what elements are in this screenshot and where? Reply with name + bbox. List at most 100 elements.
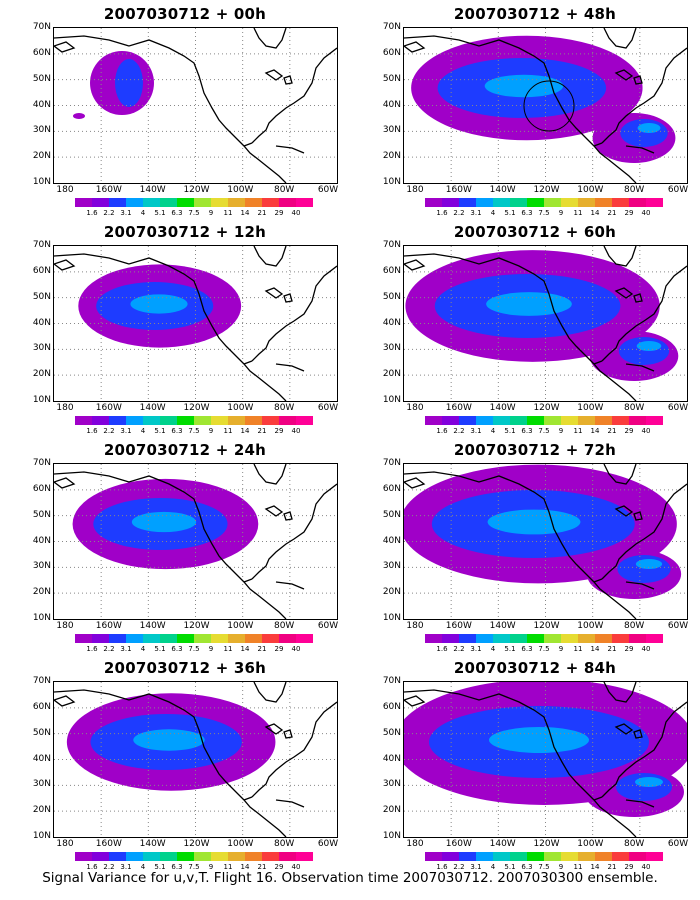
lat-tick-label: 30N [382,561,401,572]
coastline [251,483,337,580]
lon-tick-label: 160W [445,839,472,849]
colorbar-swatch [612,198,629,207]
lat-tick-label: 50N [32,291,51,302]
colorbar-swatch [612,416,629,425]
map-panel: 2007030712 + 36h 70N 60N 50N 40N 30N 20N 10N 180… [20,659,350,874]
colorbar-label: 21 [607,645,617,653]
coastline [603,28,637,49]
colorbar-swatch [544,416,561,425]
lat-tick-label: 30N [382,779,401,790]
colorbar [75,416,313,425]
colorbar-swatch [561,198,578,207]
colorbar-swatch [459,634,476,643]
colorbar-label: 11 [573,863,583,871]
colorbar-label: 11 [223,645,233,653]
coastline [603,682,637,703]
variance-map [53,27,338,184]
coastline [625,799,655,808]
colorbar-label: 4 [140,209,146,217]
colorbar-swatch [544,634,561,643]
lon-tick-label: 80W [623,403,645,413]
panel-title: 2007030712 + 36h [103,659,267,677]
lat-tick-label: 70N [32,22,51,32]
lat-tick-label: 20N [32,369,51,380]
colorbar-swatch [126,852,143,861]
variance-core [636,341,662,351]
colorbar-label: 4 [490,427,496,435]
lon-tick-label: 180 [406,621,424,631]
colorbar-label: 29 [274,427,284,435]
coastline [243,142,253,147]
verification-circle [523,80,575,132]
lon-tick-label: 60W [667,839,689,849]
lat-tick-label: 30N [32,125,51,136]
lon-tick-label: 180 [56,839,74,849]
coastline [54,253,287,401]
colorbar-label: 21 [257,209,267,217]
map-panel: 2007030712 + 12h 70N 60N 50N 40N 30N 20N 10N 180… [20,223,350,438]
colorbar-label: 5.1 [504,427,516,435]
colorbar-swatch [544,852,561,861]
colorbar-label: 3.1 [470,645,482,653]
coastline [251,701,337,798]
colorbar [75,852,313,861]
coastline [253,464,287,485]
coastline [614,287,643,303]
colorbar-label: 7.5 [538,863,550,871]
colorbar-label: 9 [558,645,564,653]
coastline [593,578,603,583]
variance-map [403,27,688,184]
coastline [404,695,426,707]
colorbar-label: 40 [291,645,301,653]
variance-region [73,113,85,119]
colorbar-label: 2.2 [453,427,465,435]
colorbar-swatch [194,198,211,207]
colorbar-label: 14 [590,209,600,217]
colorbar-swatch [160,198,177,207]
panel-title: 2007030712 + 00h [103,5,267,23]
colorbar-swatch [476,852,493,861]
colorbar-label: 11 [223,427,233,435]
lon-tick-label: 100W [227,621,254,631]
map-svg [404,682,687,837]
colorbar-label: 2.2 [103,427,115,435]
colorbar-label: 29 [274,645,284,653]
lat-tick-label: 40N [382,535,401,546]
lat-tick-label: 40N [32,535,51,546]
coastline [264,69,293,85]
colorbar-swatch [442,416,459,425]
lat-tick-label: 30N [382,343,401,354]
panel-title: 2007030712 + 60h [453,223,617,241]
map-panel: 2007030712 + 48h 70N 60N 50N 40N 30N 20N 10N 180… [370,5,700,220]
colorbar-swatch [629,416,646,425]
lat-tick-label: 70N [382,240,401,250]
colorbar-swatch [126,416,143,425]
colorbar-swatch [493,416,510,425]
lon-tick-label: 100W [227,403,254,413]
variance-map [403,681,688,838]
coastline [243,360,253,365]
panel-title: 2007030712 + 72h [453,441,617,459]
lat-tick-label: 60N [32,265,51,276]
colorbar-label: 6.3 [171,863,183,871]
lat-tick-label: 30N [32,779,51,790]
colorbar-swatch [493,634,510,643]
colorbar-label: 1.6 [86,209,98,217]
lon-tick-label: 100W [577,839,604,849]
colorbar-label: 21 [607,209,617,217]
colorbar-swatch [612,852,629,861]
colorbar-swatch [296,852,313,861]
coastline [625,363,655,372]
colorbar-swatch [262,416,279,425]
lat-tick-label: 40N [382,99,401,110]
coastline [54,41,76,53]
coastline [404,259,426,271]
colorbar-swatch [510,416,527,425]
coastline [603,464,637,485]
colorbar-label: 5.1 [504,863,516,871]
variance-map [403,245,688,402]
colorbar [425,198,663,207]
colorbar-swatch [143,198,160,207]
map-svg [404,246,687,401]
lat-tick-label: 70N [32,458,51,468]
